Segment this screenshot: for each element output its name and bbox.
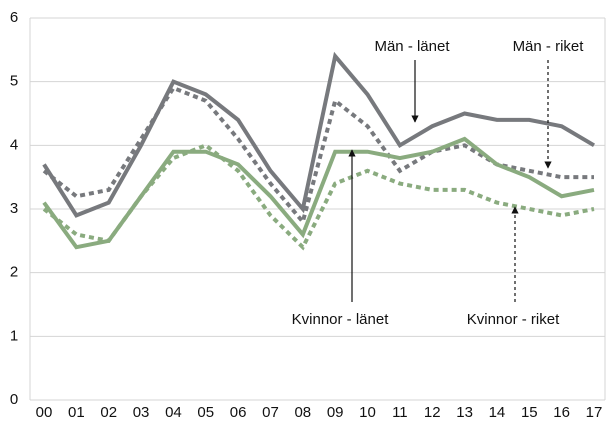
series-line — [42, 51, 596, 218]
y-tick-label: 6 — [10, 9, 18, 26]
y-tick-label: 2 — [10, 264, 18, 281]
x-tick-label: 01 — [68, 404, 85, 421]
x-tick-label: 11 — [392, 404, 408, 421]
x-tick-label: 03 — [133, 404, 150, 421]
x-tick-label: 17 — [586, 404, 603, 421]
y-tick-label: 1 — [10, 327, 18, 344]
series-line — [42, 143, 595, 251]
x-tick-label: 06 — [230, 404, 247, 421]
annotation-label: Män - länet — [374, 38, 450, 55]
x-tick-label: 07 — [262, 404, 279, 421]
x-tick-label: 16 — [553, 404, 570, 421]
x-tick-label: 08 — [294, 404, 311, 421]
y-tick-label: 3 — [10, 200, 18, 217]
x-tick-label: 02 — [100, 404, 117, 421]
annotation-label: Män - riket — [513, 38, 585, 55]
series-line — [42, 85, 594, 226]
annotation-label: Kvinnor - länet — [292, 311, 390, 328]
x-tick-label: 09 — [327, 404, 344, 421]
x-tick-label: 04 — [165, 404, 182, 421]
x-tick-label: 13 — [456, 404, 473, 421]
x-tick-label: 12 — [424, 404, 441, 421]
x-tick-label: 10 — [359, 404, 376, 421]
x-tick-label: 00 — [36, 404, 53, 421]
annotation-label: Kvinnor - riket — [467, 311, 560, 328]
x-tick-label: 14 — [489, 404, 506, 421]
y-tick-label: 5 — [10, 73, 18, 90]
y-tick-label: 4 — [10, 136, 18, 153]
x-tick-label: 05 — [197, 404, 214, 421]
x-tick-label: 15 — [521, 404, 538, 421]
y-tick-label: 0 — [10, 391, 18, 408]
